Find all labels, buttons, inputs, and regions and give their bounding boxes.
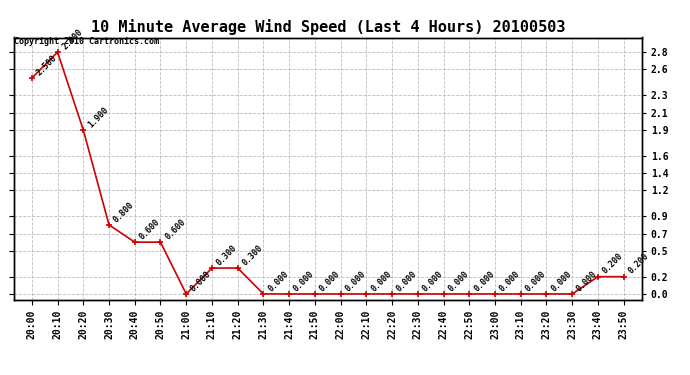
- Text: 0.000: 0.000: [369, 269, 393, 293]
- Text: 0.300: 0.300: [215, 243, 239, 267]
- Text: 0.200: 0.200: [627, 252, 651, 276]
- Text: 0.000: 0.000: [497, 269, 522, 293]
- Text: 2.500: 2.500: [34, 53, 59, 77]
- Text: 0.000: 0.000: [421, 269, 444, 293]
- Text: 0.000: 0.000: [317, 269, 342, 293]
- Text: 0.000: 0.000: [575, 269, 599, 293]
- Text: 0.600: 0.600: [137, 217, 161, 242]
- Text: 0.000: 0.000: [446, 269, 471, 293]
- Text: Copyright 2010 Cartronics.com: Copyright 2010 Cartronics.com: [14, 38, 159, 46]
- Text: 0.000: 0.000: [472, 269, 496, 293]
- Text: 0.200: 0.200: [601, 252, 624, 276]
- Text: 0.000: 0.000: [549, 269, 573, 293]
- Text: 0.600: 0.600: [164, 217, 187, 242]
- Text: 0.300: 0.300: [240, 243, 264, 267]
- Title: 10 Minute Average Wind Speed (Last 4 Hours) 20100503: 10 Minute Average Wind Speed (Last 4 Hou…: [90, 19, 565, 35]
- Text: 0.800: 0.800: [112, 200, 136, 224]
- Text: 2.800: 2.800: [60, 27, 84, 51]
- Text: 0.000: 0.000: [266, 269, 290, 293]
- Text: 0.000: 0.000: [292, 269, 316, 293]
- Text: 0.000: 0.000: [524, 269, 548, 293]
- Text: 0.000: 0.000: [344, 269, 368, 293]
- Text: 0.000: 0.000: [189, 269, 213, 293]
- Text: 0.000: 0.000: [395, 269, 419, 293]
- Text: 1.900: 1.900: [86, 105, 110, 129]
